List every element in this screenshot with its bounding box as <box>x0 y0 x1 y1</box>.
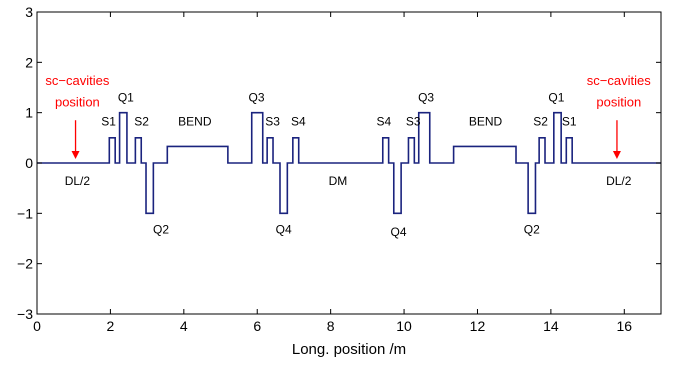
x-axis-label: Long. position /m <box>292 341 406 358</box>
element-label: S2 <box>134 114 149 128</box>
drift-label: DL/2 <box>606 174 632 188</box>
element-label: S4 <box>377 114 392 128</box>
annotation-line2: position <box>55 95 100 110</box>
drift-label: DL/2 <box>65 174 91 188</box>
lattice-line <box>37 111 661 215</box>
annotation-arrow-head <box>612 150 621 159</box>
element-label: Q4 <box>276 222 292 236</box>
element-label: Q2 <box>524 222 540 236</box>
y-tick-label: 0 <box>25 155 33 171</box>
y-tick-label: 3 <box>25 4 33 20</box>
y-tick-label: −3 <box>17 306 33 322</box>
element-label: S2 <box>533 114 548 128</box>
x-tick-label: 8 <box>327 318 335 334</box>
element-label: S4 <box>291 114 306 128</box>
y-tick-label: −2 <box>17 256 33 272</box>
element-label: S1 <box>562 114 577 128</box>
element-label: S3 <box>265 114 280 128</box>
x-tick-label: 2 <box>107 318 115 334</box>
element-label: Q2 <box>153 222 169 236</box>
drift-label: DM <box>329 174 348 188</box>
y-tick-label: 1 <box>25 105 33 121</box>
element-label: Q1 <box>118 91 134 105</box>
element-label: S3 <box>406 114 421 128</box>
annotation-line1: sc−cavities <box>587 73 651 88</box>
x-tick-label: 10 <box>396 318 412 334</box>
element-label: Q4 <box>391 225 407 239</box>
y-tick-label: −1 <box>17 205 33 221</box>
y-tick-label: 2 <box>25 54 33 70</box>
x-tick-label: 16 <box>617 318 633 334</box>
x-tick-label: 6 <box>253 318 261 334</box>
annotation-line2: position <box>596 95 641 110</box>
element-label: BEND <box>178 114 212 128</box>
annotation-arrow-head <box>71 150 80 159</box>
x-tick-label: 12 <box>470 318 486 334</box>
element-label: Q1 <box>548 91 564 105</box>
x-tick-label: 14 <box>543 318 559 334</box>
element-label: Q3 <box>248 91 264 105</box>
x-tick-label: 0 <box>33 318 41 334</box>
annotation-line1: sc−cavities <box>45 73 109 88</box>
x-tick-label: 4 <box>180 318 188 334</box>
element-label: S1 <box>101 114 116 128</box>
element-label: Q3 <box>418 91 434 105</box>
element-label: BEND <box>469 114 503 128</box>
